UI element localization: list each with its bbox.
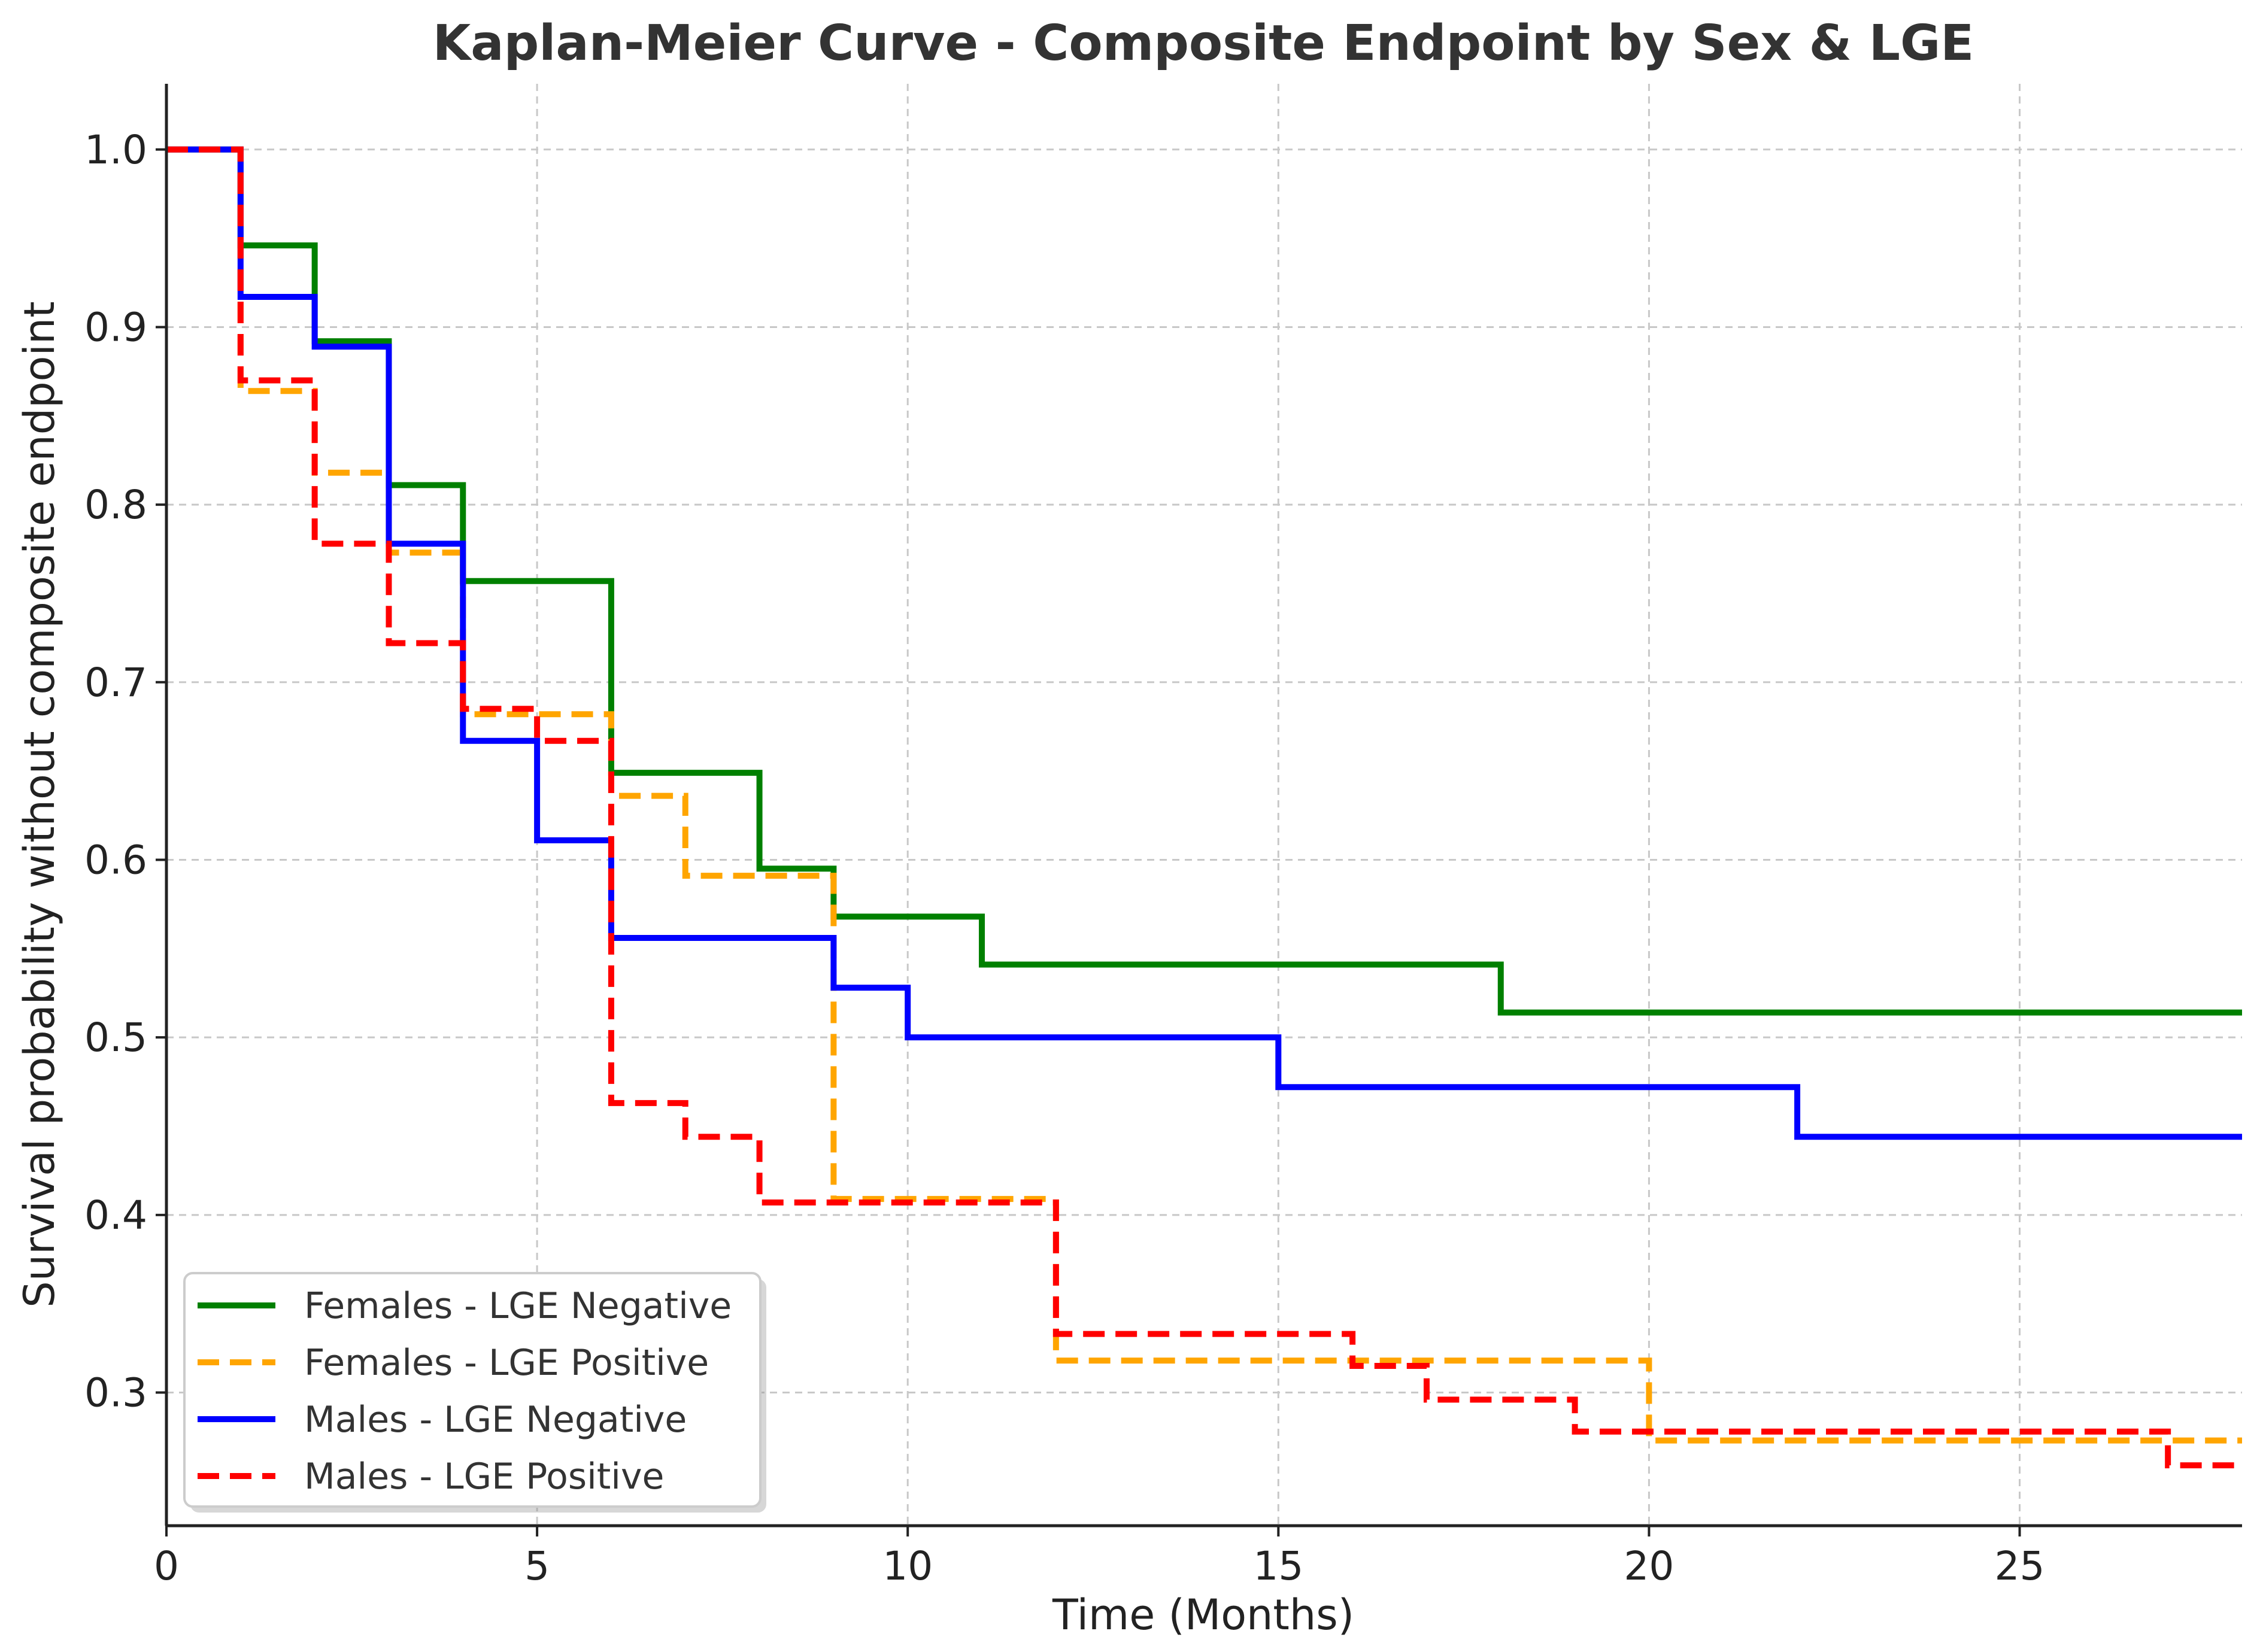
series-group [166, 146, 2242, 1469]
x-tick-label: 25 [1995, 1543, 2045, 1589]
y-tick-label: 0.3 [84, 1369, 147, 1416]
y-tick-label: 0.8 [84, 482, 147, 528]
x-tick-label: 10 [882, 1543, 933, 1589]
y-tick-label: 1.0 [84, 127, 147, 173]
x-axis-label: Time (Months) [1052, 1590, 1354, 1639]
series-line-females-lge-negative [166, 146, 2242, 1016]
series-line-males-lge-negative [166, 146, 2242, 1140]
legend-label: Females - LGE Positive [304, 1342, 709, 1384]
x-tick-label: 15 [1253, 1543, 1303, 1589]
legend-label: Males - LGE Positive [304, 1456, 664, 1498]
y-tick-label: 0.5 [84, 1015, 147, 1061]
series-line-males-lge-positive [166, 146, 2242, 1469]
x-axis-ticks: 0 5 10 15 20 25 [154, 1526, 2045, 1589]
y-axis-ticks: 0.3 0.4 0.5 0.6 0.7 0.8 0.9 1.0 [84, 127, 166, 1416]
y-tick-label: 0.7 [84, 660, 147, 706]
y-tick-label: 0.6 [84, 837, 147, 883]
chart-title: Kaplan-Meier Curve - Composite Endpoint … [433, 15, 1974, 72]
grid [166, 84, 2242, 1526]
legend-label: Females - LGE Negative [304, 1285, 732, 1327]
x-tick-label: 5 [524, 1543, 550, 1589]
legend-items: Females - LGE Negative Females - LGE Posi… [198, 1285, 732, 1498]
y-tick-label: 0.4 [84, 1192, 147, 1238]
x-tick-label: 0 [154, 1543, 179, 1589]
x-tick-label: 20 [1624, 1543, 1674, 1589]
y-axis-label: Survival probability without composite e… [15, 301, 64, 1307]
legend-label: Males - LGE Negative [304, 1399, 687, 1441]
legend-box [183, 1272, 762, 1508]
y-tick-label: 0.9 [84, 304, 147, 350]
legend: Females - LGE Negative Females - LGE Posi… [183, 1272, 766, 1513]
